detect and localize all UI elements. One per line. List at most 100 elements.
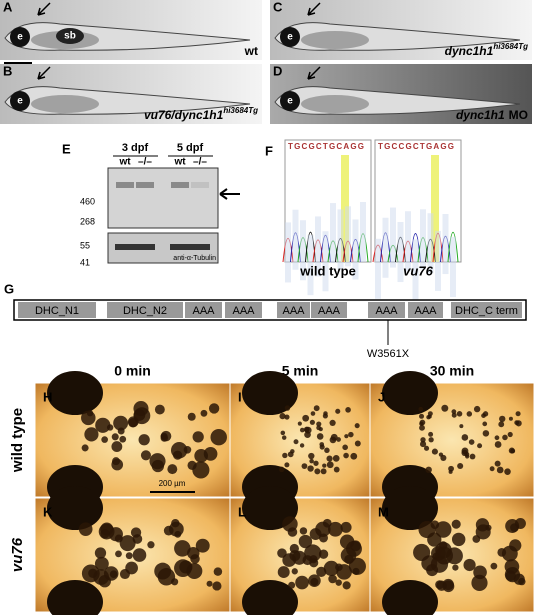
melanosome [441, 404, 449, 412]
loading-control: anti-α-Tubulin [173, 255, 216, 262]
melanosome [419, 441, 427, 448]
melanosome [451, 409, 457, 415]
melanosome [301, 463, 308, 469]
melanosome [154, 404, 165, 415]
melanosome [106, 424, 114, 431]
domain-label: AAA [192, 305, 215, 317]
melanosome [310, 577, 319, 586]
melanosome [114, 534, 123, 543]
melanosome [208, 403, 220, 414]
band [191, 182, 209, 188]
timepoint: 30 min [430, 363, 474, 379]
melanosome [125, 561, 138, 575]
band [170, 244, 190, 250]
melanosome [310, 411, 316, 416]
melanosome [309, 419, 315, 425]
melanosome [507, 431, 513, 438]
melanosome [298, 534, 313, 549]
image-panel: M [369, 486, 534, 615]
trace-name: wild type [299, 263, 356, 278]
melanosome [125, 552, 133, 560]
melanosome [473, 405, 481, 413]
melanosome [318, 549, 329, 559]
highlight [431, 155, 439, 262]
melanosome [109, 570, 118, 578]
melanosome [435, 546, 453, 565]
melanosome [213, 567, 223, 576]
row-label: vu76 [9, 537, 26, 572]
melanosome [291, 568, 298, 575]
lane-label: –/– [138, 157, 152, 168]
melanosome [413, 543, 431, 561]
melanosome [354, 423, 360, 429]
melanosome [468, 439, 475, 445]
timepoint: 5 dpf [177, 142, 204, 154]
melanosome [278, 466, 285, 473]
quality [420, 209, 426, 270]
melanosome [309, 528, 322, 540]
yolk [301, 31, 369, 49]
domain [368, 302, 405, 318]
scale-label: 200 µm [159, 479, 186, 488]
melanosome [482, 430, 490, 437]
chromatogram: TGCGCTGCAGG [282, 139, 372, 296]
domain [225, 302, 262, 318]
genotype: wt [244, 44, 258, 58]
quality [382, 217, 389, 278]
melanosome [459, 424, 464, 429]
band [171, 182, 189, 188]
melanosome [151, 459, 165, 473]
melanosome [350, 452, 358, 460]
melanosome [463, 558, 476, 572]
melanosome [436, 580, 447, 591]
image-panel: J [369, 371, 534, 509]
melanosome [167, 464, 178, 475]
melanosome [342, 444, 348, 451]
marker: 41 [80, 257, 90, 267]
trace-name: vu76 [403, 263, 433, 278]
melanosome [111, 441, 123, 453]
melanosome [316, 421, 322, 427]
melanosome [504, 468, 511, 475]
genotype: dync1h1hi3684Tg [445, 42, 528, 58]
melanosome [477, 443, 483, 449]
melanosome [418, 406, 424, 412]
melanosome [343, 452, 349, 459]
melanosome [288, 581, 296, 589]
quality [375, 238, 381, 299]
melanosome [428, 431, 434, 437]
melanosome [111, 433, 119, 441]
quality [397, 222, 404, 283]
quality [307, 235, 314, 296]
genotype-name: vu76/dync1h1 [144, 108, 224, 122]
melanosome [304, 544, 322, 562]
domain-label: AAA [232, 305, 255, 317]
melanosome [326, 455, 333, 462]
lane-label: wt [173, 157, 186, 168]
quality [337, 209, 344, 270]
melanosome [307, 465, 314, 472]
eye [382, 371, 438, 415]
domain-label: DHC_N1 [35, 305, 79, 317]
melanosome [508, 447, 515, 454]
melanosome [287, 451, 294, 458]
domain [107, 302, 183, 318]
genotype-name: dync1h1 [456, 108, 505, 122]
peak [447, 231, 459, 263]
swim-bladder [56, 28, 84, 44]
image-panel: I [229, 371, 371, 509]
panel-label: A [3, 0, 13, 14]
melanosome [348, 431, 354, 438]
melanosome [94, 556, 109, 571]
melanosome [346, 540, 362, 557]
melanosome [160, 430, 172, 442]
melanosome [461, 434, 469, 441]
melanosome [101, 436, 108, 443]
panel-label: H [43, 389, 52, 404]
genotype: vu76/dync1h1hi3684Tg [144, 106, 258, 122]
domain [408, 302, 443, 318]
melanosome [328, 574, 337, 584]
melanosome [174, 540, 191, 557]
melanosome [419, 413, 425, 419]
